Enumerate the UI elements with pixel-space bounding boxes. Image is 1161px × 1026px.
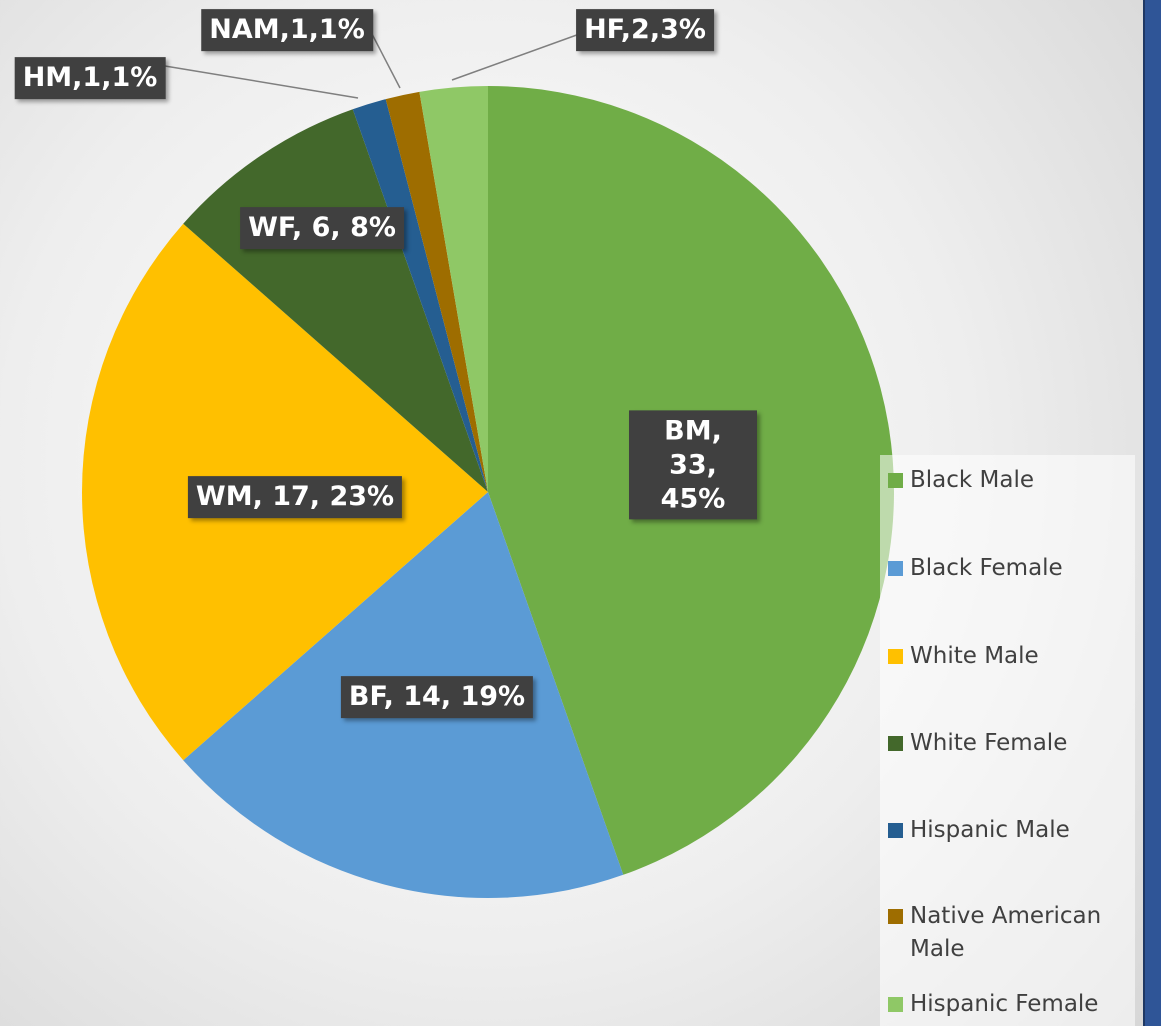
pie-slice [352,99,488,492]
legend-item: Hispanic Male [888,814,1133,847]
pie-slice [183,109,488,492]
legend-swatch [888,997,903,1012]
data-label: HM,1,1% [14,57,166,99]
leader-line [451,31,586,81]
legend-swatch [888,736,903,751]
legend-label: White Male [910,643,1039,669]
legend-label: Hispanic Male [910,817,1070,843]
legend-swatch [888,823,903,838]
legend-item: White Female [888,727,1133,760]
legend-swatch [888,909,903,924]
legend-item: Hispanic Female [888,988,1133,1021]
data-label: WM, 17, 23% [187,476,403,518]
leader-line [371,33,401,89]
pie-slice [419,86,488,492]
legend-label: Black Male [910,467,1035,493]
legend-item: Black Male [888,464,1133,497]
legend-item: White Male [888,640,1133,673]
data-label: HF,2,3% [576,9,714,51]
legend-label: White Female [910,730,1068,756]
legend-label: Hispanic Female [910,991,1099,1017]
data-label: WF, 6, 8% [240,207,404,249]
legend-swatch [888,649,903,664]
legend-panel [880,455,1135,1026]
legend-swatch [888,561,903,576]
data-label: BM, 33, 45% [629,410,757,520]
legend-swatch [888,473,903,488]
data-label: NAM,1,1% [201,9,373,51]
legend-item: Black Female [888,552,1133,585]
legend-label: Native American Male [910,903,1102,963]
sidebar [1143,0,1161,1026]
legend-item: Native American Male [888,900,1133,967]
legend-label: Black Female [910,555,1063,581]
data-label: BF, 14, 19% [340,676,534,718]
leader-line [164,65,359,99]
pie-slice [385,91,488,493]
